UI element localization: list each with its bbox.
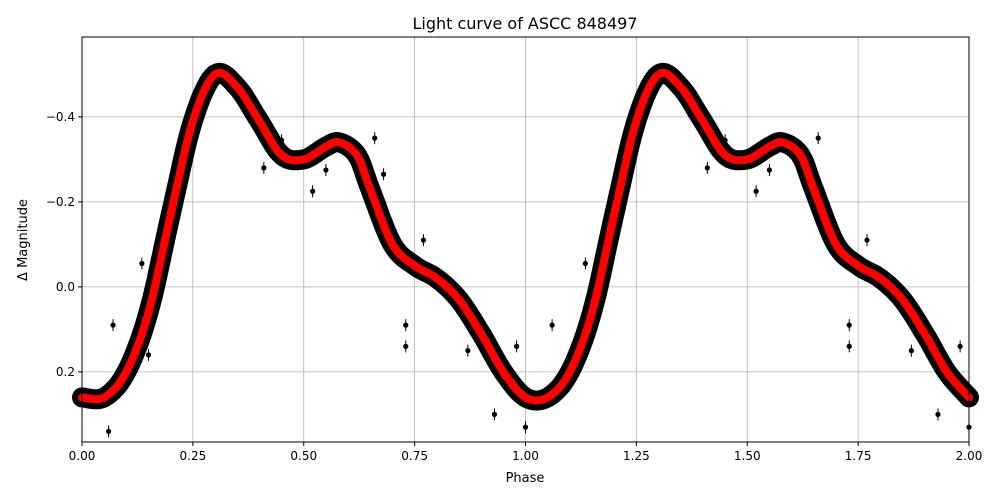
- x-tick-label: 2.00: [956, 449, 983, 463]
- x-tick-label: 1.25: [623, 449, 650, 463]
- data-point: [582, 260, 588, 267]
- data-point: [766, 167, 773, 173]
- data-point: [310, 188, 316, 194]
- data-point: [465, 348, 471, 354]
- y-tick-label: −0.2: [46, 195, 75, 209]
- data-point: [908, 348, 914, 354]
- data-point: [110, 322, 116, 328]
- data-point: [372, 135, 378, 141]
- model-line: [78, 68, 973, 405]
- data-point: [957, 343, 963, 349]
- y-axis-label: Δ Magnitude: [16, 199, 31, 281]
- x-tick-label: 1.50: [734, 449, 761, 463]
- data-point: [145, 352, 152, 358]
- x-tick-label: 0.00: [69, 449, 96, 463]
- x-axis-ticks: 0.00 0.25 0.50 0.75 1.00 1.25 1.50 1.75 2.00: [69, 442, 983, 463]
- data-point: [846, 322, 852, 328]
- chart-title: Light curve of ASCC 848497: [412, 14, 637, 33]
- data-point: [403, 322, 409, 328]
- data-point: [514, 343, 520, 349]
- data-point: [522, 424, 529, 430]
- data-point: [403, 343, 409, 349]
- x-tick-label: 0.50: [290, 449, 317, 463]
- data-point: [753, 188, 759, 194]
- data-point: [420, 237, 427, 243]
- data-point: [106, 428, 112, 434]
- data-point: [139, 260, 145, 267]
- y-tick-label: 0.0: [56, 280, 75, 294]
- data-point: [323, 167, 329, 173]
- data-point: [549, 322, 555, 328]
- data-point: [864, 237, 870, 243]
- x-tick-label: 0.75: [401, 449, 428, 463]
- data-point: [278, 137, 285, 143]
- x-tick-label: 1.00: [512, 449, 539, 463]
- data-point: [261, 165, 267, 171]
- data-point: [722, 137, 728, 143]
- data-point: [935, 411, 941, 417]
- data-point: [704, 165, 710, 171]
- y-axis-ticks: −0.4 −0.2 0.0 0.2: [46, 110, 82, 379]
- data-point: [380, 171, 387, 177]
- x-tick-label: 0.25: [180, 449, 207, 463]
- y-tick-label: 0.2: [56, 365, 75, 379]
- x-tick-label: 1.75: [845, 449, 872, 463]
- data-point: [815, 135, 821, 141]
- x-axis-label: Phase: [506, 471, 545, 486]
- data-point: [491, 411, 498, 417]
- data-point: [846, 343, 852, 349]
- y-tick-label: −0.4: [46, 110, 75, 124]
- model-curve: [78, 68, 973, 405]
